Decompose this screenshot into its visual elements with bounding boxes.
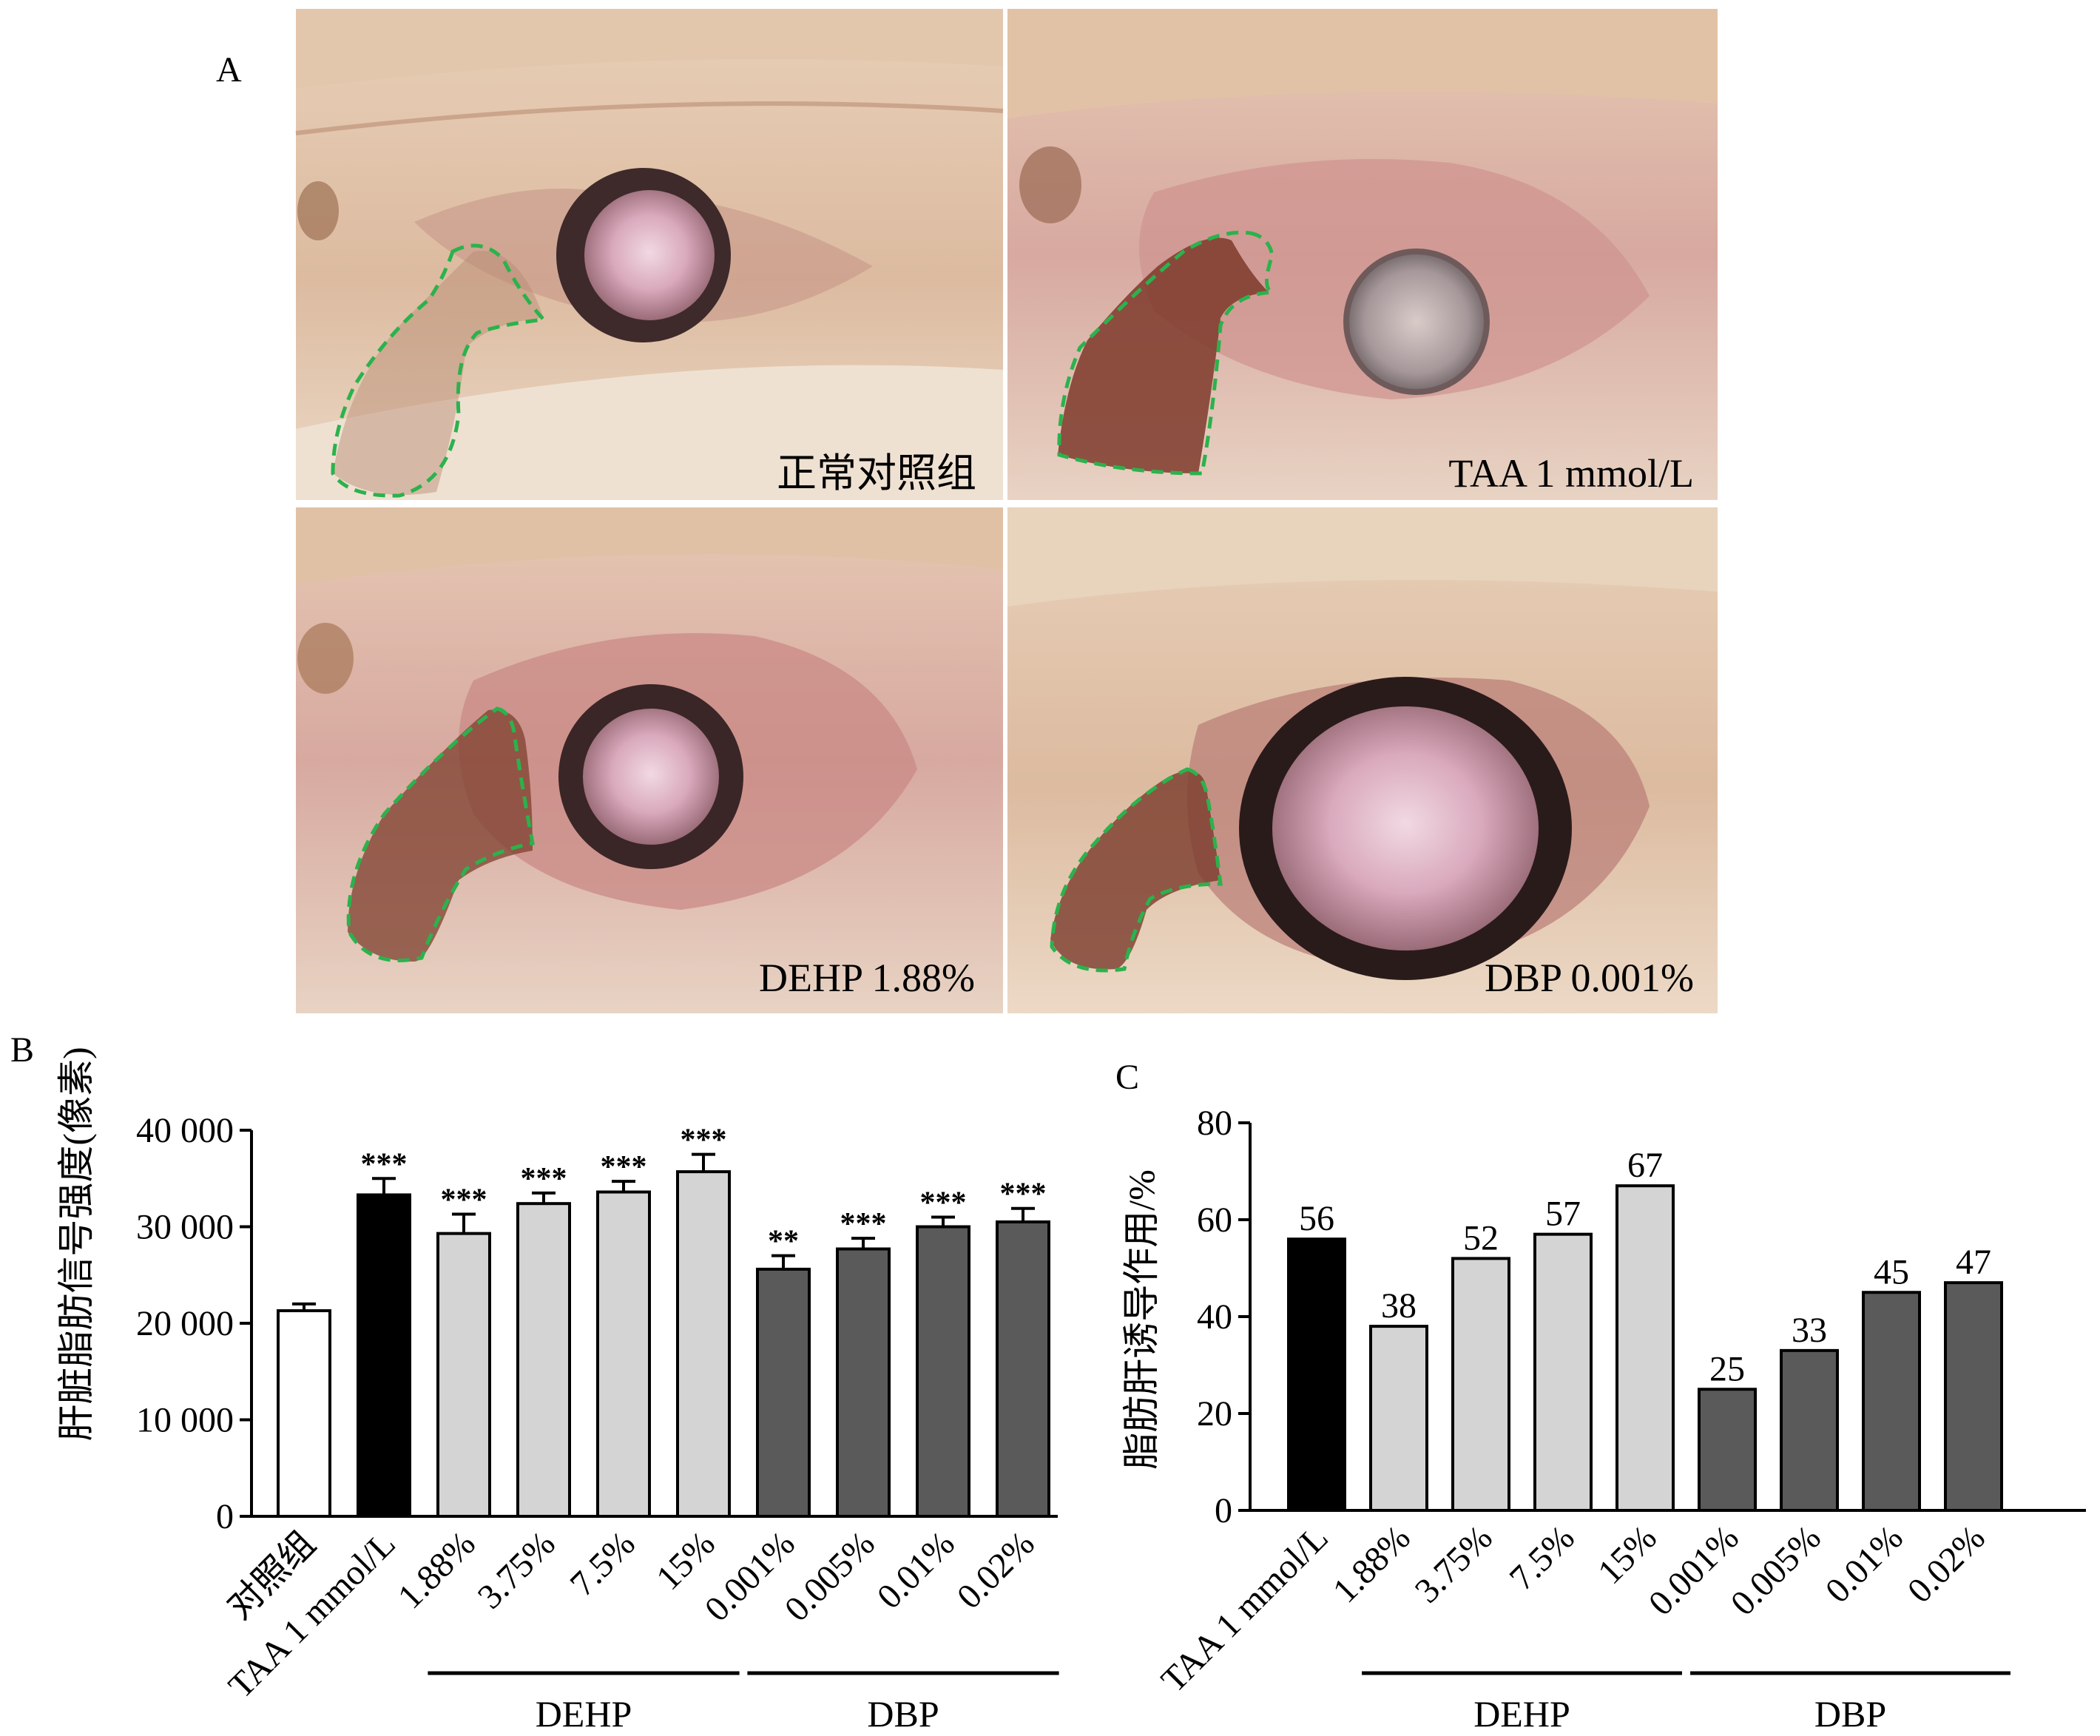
y-tick-label: 20 000 — [136, 1304, 234, 1343]
bar-5 — [676, 1170, 731, 1518]
x-tick-label: 7.5% — [563, 1524, 643, 1604]
bar-3 — [1533, 1232, 1593, 1513]
bar-0 — [277, 1309, 331, 1519]
image-label-taa: TAA 1 mmol/L — [1448, 451, 1694, 496]
micrograph-control — [295, 9, 1004, 500]
value-label: 25 — [1709, 1349, 1745, 1388]
image-label-control: 正常对照组 — [777, 451, 976, 496]
value-label: 67 — [1627, 1146, 1663, 1185]
y-tick-label: 40 000 — [136, 1111, 234, 1150]
group-label: DEHP — [536, 1693, 632, 1735]
significance-label: *** — [1000, 1178, 1047, 1212]
x-tick-label: 1.88% — [391, 1524, 483, 1616]
bar-5 — [1698, 1388, 1757, 1512]
x-tick-label: 3.75% — [470, 1524, 563, 1616]
y-tick-label: 20 — [1197, 1394, 1232, 1433]
bar-7 — [1862, 1291, 1921, 1512]
panel-c-ylabel: 脂肪肝诱导作用/% — [1121, 1169, 1162, 1470]
significance-label: *** — [361, 1147, 408, 1181]
x-tick-label: 0.005% — [1723, 1518, 1829, 1623]
panel-b-bars: 对照组***TAA 1 mmol/L***1.88%***3.75%***7.5… — [220, 1124, 1059, 1735]
x-tick-label: 1.88% — [1326, 1518, 1418, 1610]
value-label: 38 — [1381, 1286, 1417, 1325]
significance-label: *** — [920, 1186, 967, 1220]
x-tick-label: 0.02% — [950, 1524, 1042, 1616]
value-label: 33 — [1792, 1311, 1827, 1350]
x-tick-label: 7.5% — [1502, 1518, 1582, 1598]
x-tick-label: 0.001% — [1641, 1518, 1746, 1623]
panel-b-letter: B — [10, 1030, 34, 1070]
group-label: DBP — [1814, 1693, 1886, 1735]
x-tick-label: 0.001% — [698, 1524, 803, 1629]
bar-8 — [916, 1225, 970, 1518]
y-tick-label: 80 — [1197, 1104, 1232, 1143]
panel-c-bars: 56 TAA 1 mmol/L 38 1.88% 52 3.75% 57 7.5% 67 15% 2… — [1154, 1146, 2010, 1735]
bar-7 — [836, 1247, 891, 1518]
x-tick-label: 15% — [1590, 1518, 1664, 1592]
micrograph-dehp — [296, 507, 1003, 1013]
value-label: 57 — [1545, 1195, 1581, 1234]
bar-4 — [596, 1190, 651, 1519]
group-label: DEHP — [1473, 1693, 1570, 1735]
x-tick-label: 3.75% — [1408, 1518, 1500, 1610]
bar-0 — [1287, 1237, 1346, 1512]
bar-8 — [1944, 1281, 2003, 1513]
x-tick-label: 0.01% — [870, 1524, 962, 1616]
value-label: 52 — [1463, 1218, 1499, 1257]
panel-b-ylabel: 肝脏脂肪信号强度(像素) — [55, 1047, 97, 1441]
bar-1 — [357, 1193, 411, 1519]
group-label: DBP — [867, 1693, 939, 1735]
value-label: 56 — [1299, 1199, 1334, 1238]
significance-label: *** — [681, 1124, 727, 1158]
bar-2 — [436, 1232, 491, 1518]
significance-label: *** — [601, 1150, 647, 1184]
value-label: 45 — [1874, 1252, 1909, 1291]
image-label-dbp: DBP 0.001% — [1485, 956, 1694, 1000]
image-label-dehp: DEHP 1.88% — [759, 956, 975, 1000]
liver-outline — [346, 706, 535, 962]
liver-outline — [1050, 767, 1223, 973]
liver-outline — [331, 243, 548, 498]
y-tick-label: 0 — [216, 1497, 234, 1536]
significance-label: *** — [521, 1162, 567, 1196]
y-tick-label: 10 000 — [136, 1401, 234, 1440]
liver-outline — [1057, 230, 1274, 476]
micrograph-taa — [1007, 9, 1718, 500]
significance-label: *** — [840, 1207, 887, 1241]
panel-c-letter: C — [1115, 1058, 1139, 1097]
y-tick-label: 40 — [1197, 1297, 1232, 1337]
x-tick-label: TAA 1 mmol/L — [1154, 1518, 1336, 1700]
x-tick-label: 0.02% — [1900, 1518, 1993, 1610]
bar-2 — [1451, 1257, 1510, 1513]
significance-label: ** — [768, 1225, 799, 1259]
y-tick-label: 60 — [1197, 1200, 1232, 1240]
micrograph-dbp — [1007, 507, 1718, 1013]
value-label: 47 — [1956, 1243, 1991, 1282]
bar-3 — [516, 1202, 571, 1519]
x-tick-label: 0.01% — [1818, 1518, 1911, 1610]
significance-label: *** — [441, 1183, 487, 1217]
bar-1 — [1369, 1325, 1428, 1512]
y-tick-label: 30 000 — [136, 1208, 234, 1247]
x-tick-label: 0.005% — [777, 1524, 882, 1629]
bar-9 — [996, 1220, 1050, 1518]
y-tick-label: 0 — [1215, 1491, 1232, 1530]
bar-6 — [756, 1267, 811, 1519]
bar-4 — [1615, 1184, 1675, 1513]
bar-6 — [1780, 1348, 1839, 1512]
panel-a-letter: A — [216, 50, 242, 89]
